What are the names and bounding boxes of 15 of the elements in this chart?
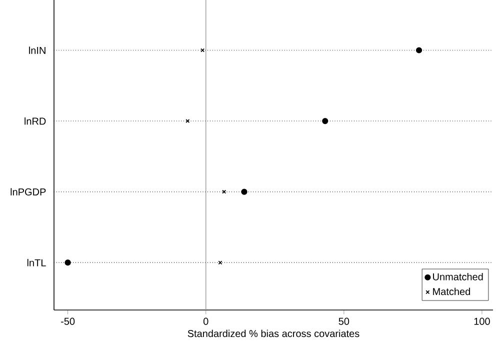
x-tick-label: -50 bbox=[61, 318, 75, 325]
x-tick-label: 100 bbox=[474, 318, 490, 325]
point bbox=[416, 47, 422, 54]
legend-label: Matched bbox=[433, 288, 470, 296]
y-tick-label: lnRD bbox=[24, 117, 46, 125]
y-tick-label: lnIN bbox=[29, 46, 46, 54]
x-axis-title: Standardized % bias across covariates bbox=[188, 330, 360, 338]
y-tick-label: lnTL bbox=[27, 258, 46, 266]
point bbox=[64, 260, 71, 266]
x-tick-label: 50 bbox=[338, 318, 350, 325]
x-tick-label: 0 bbox=[203, 318, 208, 325]
y-tick-label: lnPGDP bbox=[10, 188, 46, 196]
legend-label: Unmatched bbox=[433, 273, 483, 280]
point bbox=[322, 118, 328, 124]
point bbox=[241, 188, 248, 195]
